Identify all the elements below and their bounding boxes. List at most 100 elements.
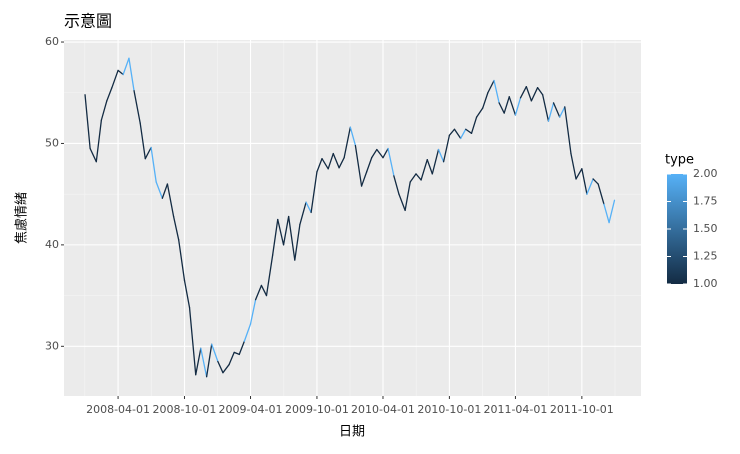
line-segment <box>530 87 539 102</box>
line-segment <box>338 157 345 169</box>
line-segment <box>299 201 307 226</box>
line-segment <box>552 102 561 118</box>
line-segment <box>249 298 257 325</box>
line-segment <box>459 128 467 140</box>
line-segment <box>195 347 202 376</box>
y-tick-label: 30 <box>45 339 59 352</box>
line-segment <box>100 100 108 121</box>
x-tick-label: 2009-04-01 <box>219 403 283 416</box>
line-segment <box>415 173 422 181</box>
line-segment <box>453 128 462 140</box>
line-segment <box>409 173 417 183</box>
line-segment <box>564 106 572 155</box>
line-segment <box>343 126 351 159</box>
line-segment <box>581 168 588 195</box>
line-segment <box>592 178 599 185</box>
line-segment <box>155 181 163 199</box>
line-segment <box>254 284 263 301</box>
line-segment <box>178 239 186 282</box>
line-segment <box>493 79 500 104</box>
line-segment <box>233 351 240 356</box>
line-segment <box>382 147 389 159</box>
line-segment <box>366 157 373 173</box>
line-segment <box>519 86 527 99</box>
line-segment <box>398 193 406 212</box>
line-segment <box>133 90 141 124</box>
line-segment <box>139 122 146 160</box>
line-segment <box>89 147 97 163</box>
line-segment <box>111 69 119 89</box>
line-segment <box>503 96 510 114</box>
x-tick-label: 2010-04-01 <box>351 403 415 416</box>
line-segment <box>420 159 428 181</box>
line-segment <box>536 87 544 96</box>
legend-tick-label: 1.50 <box>693 222 718 235</box>
line-segment <box>542 94 550 122</box>
line-segment <box>188 307 197 376</box>
line-segment <box>316 158 323 173</box>
line-segment <box>150 146 157 183</box>
line-segment <box>525 86 533 102</box>
line-segment <box>144 146 152 160</box>
line-segment <box>586 178 594 195</box>
y-axis-title: 焦慮情緒 <box>15 192 30 244</box>
line-segment <box>437 148 445 163</box>
line-segment <box>272 218 279 256</box>
line-segment <box>200 347 208 378</box>
line-segment <box>172 215 180 241</box>
line-segment <box>211 343 219 363</box>
line-segment <box>360 171 368 187</box>
line-segment <box>465 128 473 134</box>
line-segment <box>570 152 577 180</box>
line-segment <box>376 148 384 159</box>
line-segment <box>228 351 235 366</box>
line-segment <box>547 102 555 122</box>
line-segment <box>426 159 433 175</box>
line-segment <box>487 79 495 94</box>
line-segment <box>349 126 357 147</box>
x-tick-label: 2008-04-01 <box>86 403 150 416</box>
x-tick-label: 2011-04-01 <box>483 403 547 416</box>
x-tick-label: 2010-10-01 <box>417 403 481 416</box>
legend-tick-label: 2.00 <box>693 167 718 180</box>
line-segment <box>475 107 484 118</box>
y-tick-label: 40 <box>45 238 59 251</box>
line-segment <box>238 340 246 356</box>
line-segment <box>597 183 605 205</box>
line-segment <box>265 254 274 297</box>
line-segment <box>122 57 130 76</box>
legend-tick-label: 1.75 <box>693 195 718 208</box>
legend-title: type <box>665 153 694 168</box>
line-segment <box>282 215 290 246</box>
line-segment <box>117 69 124 76</box>
line-segment <box>84 94 91 150</box>
x-tick-label: 2008-10-01 <box>153 403 217 416</box>
chart-title: 示意圖 <box>64 12 112 31</box>
line-segment <box>294 223 301 261</box>
line-segment <box>387 147 395 177</box>
color-bar <box>667 174 687 284</box>
line-segment <box>183 279 191 309</box>
line-segment <box>243 323 252 342</box>
line-segment <box>327 152 334 170</box>
line-segment <box>260 284 268 297</box>
line-segment <box>205 343 213 378</box>
line-segment <box>217 360 224 374</box>
line-segment <box>431 148 440 175</box>
line-segment <box>277 218 285 246</box>
line-segment <box>287 215 296 261</box>
x-tick-label: 2009-10-01 <box>285 403 349 416</box>
legend-tick-label: 1.25 <box>693 250 718 263</box>
line-segment <box>603 203 610 224</box>
panel <box>64 40 641 396</box>
x-axis-title: 日期 <box>339 425 365 440</box>
line-segment <box>354 144 363 187</box>
x-tick-label: 2011-10-01 <box>550 403 614 416</box>
line-segment <box>305 201 312 214</box>
line-segment <box>470 116 478 134</box>
legend-tick-label: 1.00 <box>693 277 718 290</box>
line-segment <box>482 92 489 109</box>
line-segment <box>393 175 400 195</box>
line-segment <box>95 119 103 163</box>
